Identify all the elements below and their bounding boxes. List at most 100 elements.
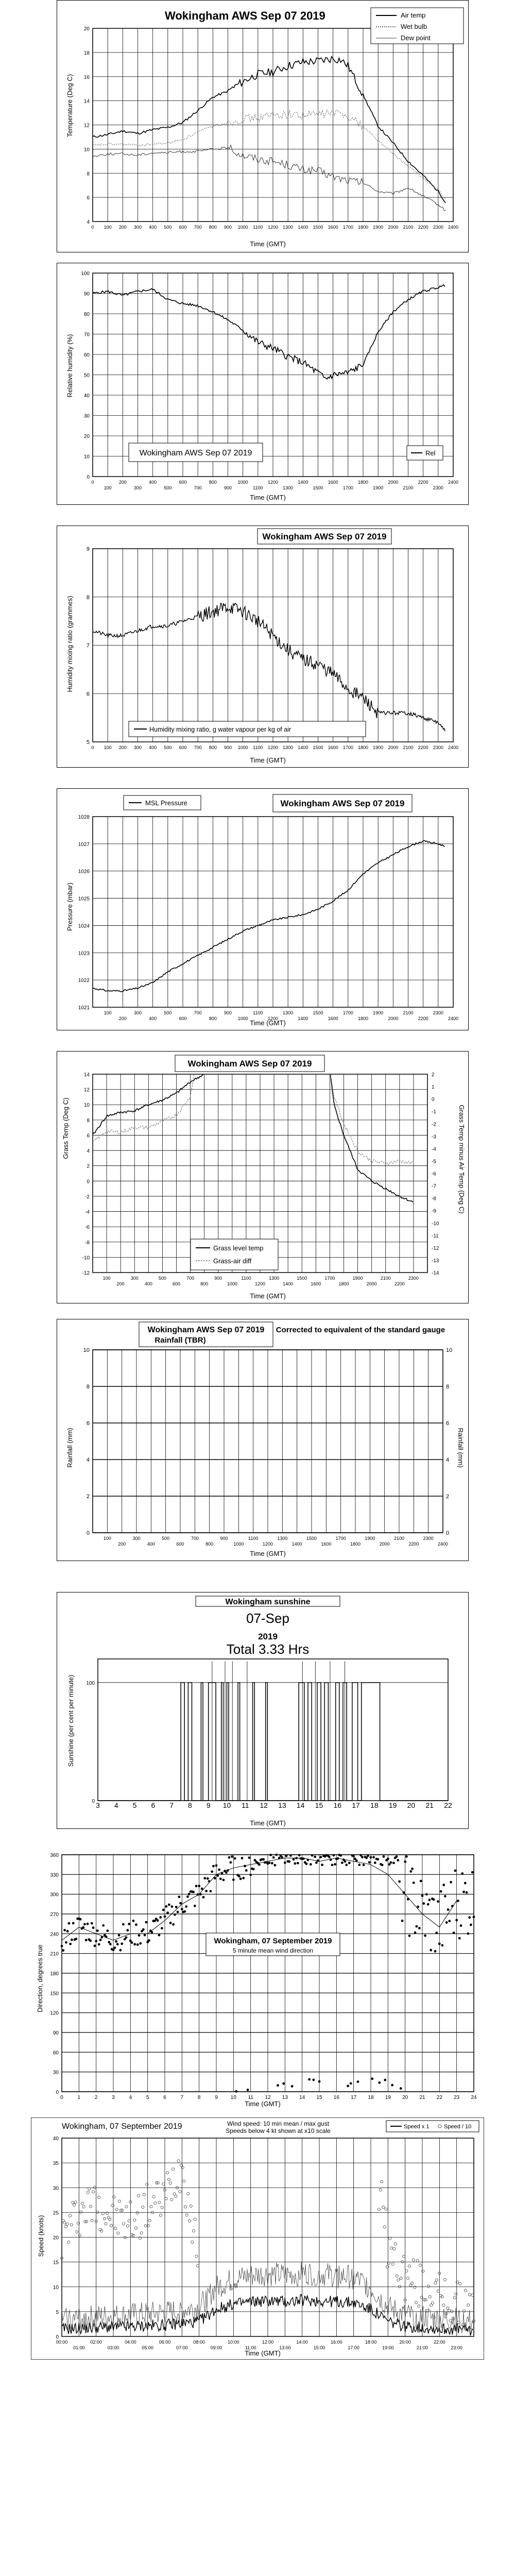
scaled-speed-point: [168, 2181, 172, 2185]
y-tick-label: 150: [50, 1991, 59, 1996]
scaled-speed-point: [461, 2323, 465, 2327]
rel-humidity-line: [92, 284, 445, 380]
direction-point: [298, 1854, 301, 1857]
scaled-speed-point: [158, 2200, 161, 2205]
sunshine-trace: [98, 1682, 448, 1801]
y-tick-label: 40: [53, 2136, 59, 2142]
scaled-speed-point: [88, 2187, 91, 2191]
scaled-speed-point: [152, 2195, 156, 2199]
x-tick-label: 3: [96, 1801, 100, 1809]
scaled-speed-point: [67, 2240, 71, 2244]
x-tick-label: 2200: [408, 1541, 419, 1547]
direction-point: [153, 1920, 156, 1922]
direction-point: [72, 1922, 75, 1925]
x-tick-label: 300: [134, 225, 142, 230]
y-tick-label: 10: [84, 454, 90, 460]
direction-point: [215, 1864, 218, 1867]
x-tick-label: 07:00: [176, 2345, 188, 2350]
x-tick-label: 2300: [408, 1276, 419, 1281]
y-tick-label: 14: [84, 99, 90, 105]
x-tick-label: 1500: [313, 1010, 323, 1015]
x-tick-label: 1900: [373, 485, 383, 490]
y2-tick-label: -7: [432, 1184, 436, 1190]
scaled-speed-point: [403, 2298, 407, 2302]
x-tick-label: 200: [117, 1281, 125, 1286]
x-tick-label: 7: [181, 2095, 184, 2100]
scaled-speed-point: [377, 2208, 381, 2211]
x-tick-label: 2000: [388, 745, 398, 750]
scaled-speed-point: [142, 2193, 146, 2196]
direction-point: [84, 1939, 88, 1942]
x-tick-label: 2400: [438, 1541, 448, 1547]
y-axis-label: Rainfall (mm): [66, 1428, 74, 1467]
scaled-speed-point: [449, 2319, 452, 2323]
x-tick-label: 22: [444, 1801, 452, 1809]
x-tick-label: 1800: [358, 225, 368, 230]
direction-point: [67, 1922, 71, 1925]
y-tick-label: -6: [85, 1225, 90, 1230]
x-tick-label: 19:00: [382, 2345, 394, 2350]
direction-point: [158, 1934, 161, 1937]
x-tick-label: 1000: [227, 1281, 237, 1286]
scaled-speed-point: [395, 2274, 399, 2278]
direction-point: [415, 1925, 418, 1928]
scaled-speed-point: [82, 2205, 85, 2209]
y-tick-label: 1022: [78, 978, 90, 984]
y-tick-label: 0: [92, 1799, 95, 1804]
x-tick-label: 1900: [373, 225, 383, 230]
chart-title: Wokingham AWS Sep 07 2019: [165, 9, 325, 22]
scaled-speed-point: [100, 2229, 104, 2233]
x-tick-label: 1800: [350, 1541, 360, 1547]
scaled-speed-point: [195, 2255, 198, 2258]
x-tick-label: 200: [119, 1016, 127, 1021]
x-tick-label: 800: [209, 480, 217, 485]
scaled-speed-point: [418, 2263, 422, 2267]
scaled-speed-point: [131, 2234, 135, 2238]
direction-point: [397, 1859, 400, 1862]
direction-point: [332, 1854, 335, 1857]
y-tick-label: 6: [87, 691, 90, 697]
x-tick-label: 600: [179, 745, 186, 750]
x-tick-label: 200: [119, 480, 127, 485]
x-tick-label: 2300: [433, 1010, 443, 1015]
scaled-speed-point: [181, 2166, 184, 2170]
scaled-speed-point: [72, 2203, 76, 2207]
y-tick-label: 8: [87, 595, 90, 601]
direction-point: [270, 1862, 273, 1865]
x-tick-label: 2400: [448, 1016, 458, 1021]
direction-point: [461, 1872, 464, 1875]
y2-tick-label: -14: [432, 1270, 439, 1276]
direction-point: [365, 1856, 368, 1859]
scaled-speed-point: [113, 2227, 117, 2230]
y-axis-label: Pressure (mbar): [66, 883, 74, 931]
direction-point: [239, 1877, 242, 1880]
chart-subtitle: 5 minute mean wind direction: [233, 1947, 313, 1954]
x-tick-label: 21: [425, 1801, 434, 1809]
x-tick-label: 400: [149, 1016, 157, 1021]
scaled-speed-point: [134, 2226, 138, 2230]
y2-tick-label: -11: [432, 1233, 439, 1239]
humidity-chart: Relative humidity (%) Time (GMT) 0 10 20 30…: [57, 263, 469, 505]
y-tick-label: 50: [84, 373, 90, 379]
scaled-speed-point: [413, 2285, 417, 2289]
direction-point: [69, 1942, 72, 1945]
direction-point: [372, 1856, 375, 1859]
x-tick-label: 9: [207, 1801, 211, 1809]
direction-point: [457, 1900, 459, 1902]
x-tick-label: 1400: [292, 1541, 302, 1547]
x-tick-label: 600: [179, 480, 186, 485]
direction-point: [141, 1930, 143, 1933]
x-tick-label: 200: [119, 745, 127, 750]
x-tick-label: 1300: [283, 485, 293, 490]
direction-point: [60, 1944, 63, 1947]
direction-point: [178, 1895, 181, 1899]
grass-temp-chart: Grass Temp (Deg C) Grass Temp minus Air …: [57, 1051, 469, 1303]
direction-point: [225, 1871, 228, 1874]
x-tick-label: 1: [78, 2095, 81, 2100]
x-tick-label: 01:00: [73, 2345, 85, 2350]
scaled-speed-point: [117, 2199, 122, 2203]
direction-point: [232, 1878, 235, 1881]
scaled-speed-point: [160, 2206, 164, 2209]
x-tick-label: 18: [368, 2095, 374, 2100]
scaled-speed-point: [454, 2292, 458, 2296]
